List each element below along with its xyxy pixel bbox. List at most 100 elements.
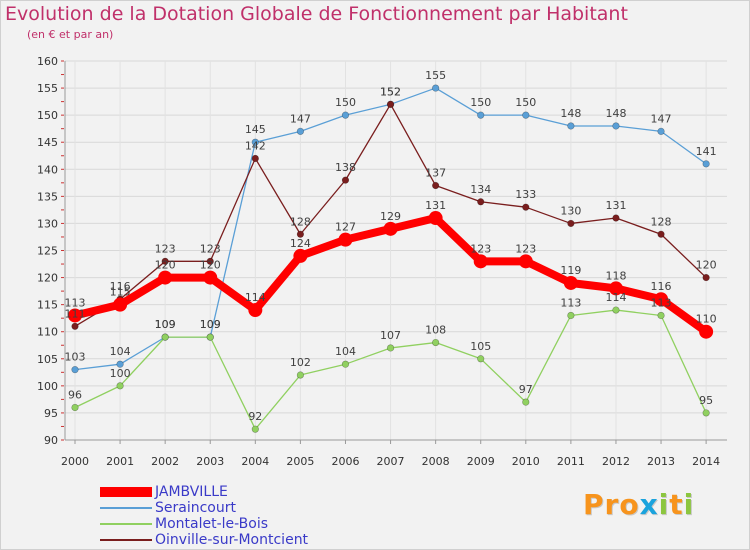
data-point-jambville-2011 xyxy=(563,275,578,290)
y-tick-label-130: 130 xyxy=(37,217,58,230)
data-point-seraincourt-2009 xyxy=(477,111,485,119)
y-tick-label-145: 145 xyxy=(37,136,58,149)
data-point-seraincourt-2013 xyxy=(657,127,665,135)
legend-label-oinville-sur-montcient: Oinville-sur-Montcient xyxy=(155,532,309,548)
x-tick-label-2014: 2014 xyxy=(692,455,720,468)
data-point-montalet-le-bois-2011 xyxy=(567,311,575,320)
x-tick-label-2003: 2003 xyxy=(196,455,224,468)
data-label-seraincourt-2002: 109 xyxy=(155,318,176,331)
data-point-jambville-2010 xyxy=(518,254,533,269)
data-label-seraincourt-2005: 147 xyxy=(290,112,311,125)
data-point-oinville-sur-montcient-2002 xyxy=(161,257,169,265)
data-label-montalet-le-bois-2012: 114 xyxy=(605,291,626,304)
data-point-montalet-le-bois-2000 xyxy=(71,403,79,412)
data-point-seraincourt-2011 xyxy=(567,122,575,130)
data-label-seraincourt-2001: 104 xyxy=(110,345,131,358)
data-label-jambville-2006: 127 xyxy=(335,221,356,234)
y-tick-label-90: 90 xyxy=(44,434,58,447)
data-label-seraincourt-2012: 148 xyxy=(605,107,626,120)
data-label-montalet-le-bois-2007: 107 xyxy=(380,329,401,342)
data-label-oinville-sur-montcient-2011: 130 xyxy=(560,204,581,217)
x-tick-label-2001: 2001 xyxy=(106,455,134,468)
x-tick-label-2012: 2012 xyxy=(602,455,630,468)
data-point-seraincourt-2005 xyxy=(296,127,305,135)
data-label-jambville-2001: 115 xyxy=(110,286,131,299)
data-label-seraincourt-2006: 150 xyxy=(335,96,356,109)
data-point-montalet-le-bois-2009 xyxy=(477,355,485,363)
y-tick-label-150: 150 xyxy=(37,109,58,122)
y-tick-label-155: 155 xyxy=(37,82,58,95)
data-point-montalet-le-bois-2012 xyxy=(612,306,620,314)
data-point-oinville-sur-montcient-2004 xyxy=(251,154,259,163)
data-label-oinville-sur-montcient-2008: 137 xyxy=(425,167,446,180)
data-point-montalet-le-bois-2008 xyxy=(432,338,440,347)
data-label-montalet-le-bois-2003: 109 xyxy=(200,318,221,331)
y-tick-label-135: 135 xyxy=(37,190,58,203)
x-tick-label-2000: 2000 xyxy=(61,455,89,468)
data-label-montalet-le-bois-2000: 96 xyxy=(68,389,82,402)
data-label-jambville-2004: 114 xyxy=(245,291,266,304)
data-label-oinville-sur-montcient-2006: 138 xyxy=(335,161,356,174)
x-tick-label-2004: 2004 xyxy=(241,455,269,468)
legend-label-jambville: JAMBVILLE xyxy=(155,484,228,500)
data-point-jambville-2006 xyxy=(338,232,353,247)
data-point-montalet-le-bois-2007 xyxy=(386,344,395,352)
data-point-jambville-2008 xyxy=(428,211,443,226)
data-point-jambville-2012 xyxy=(608,281,623,296)
data-label-montalet-le-bois-2009: 105 xyxy=(470,340,491,353)
data-point-jambville-2007 xyxy=(383,221,398,236)
y-tick-label-105: 105 xyxy=(37,353,58,366)
data-label-seraincourt-2010: 150 xyxy=(515,96,536,109)
data-label-jambville-2013: 116 xyxy=(651,280,672,293)
data-point-oinville-sur-montcient-2008 xyxy=(432,181,440,190)
data-label-seraincourt-2014: 141 xyxy=(696,145,717,158)
data-point-jambville-2002 xyxy=(158,270,173,285)
data-point-jambville-2013 xyxy=(654,292,669,307)
data-point-oinville-sur-montcient-2006 xyxy=(341,176,350,184)
data-point-jambville-2005 xyxy=(293,248,308,263)
data-label-jambville-2011: 119 xyxy=(560,264,581,277)
data-point-jambville-2014 xyxy=(699,324,714,339)
data-point-oinville-sur-montcient-2005 xyxy=(296,230,305,238)
data-label-jambville-2009: 123 xyxy=(470,242,491,255)
data-point-seraincourt-2006 xyxy=(341,111,350,119)
legend-swatch-seraincourt xyxy=(100,507,152,509)
data-label-jambville-2007: 129 xyxy=(380,210,401,223)
data-point-oinville-sur-montcient-2007 xyxy=(386,100,395,108)
data-point-montalet-le-bois-2006 xyxy=(341,360,350,368)
x-tick-label-2013: 2013 xyxy=(647,455,675,468)
data-point-oinville-sur-montcient-2014 xyxy=(702,273,710,282)
data-point-oinville-sur-montcient-2010 xyxy=(522,203,530,211)
proxiti-logo: Proxiti xyxy=(583,488,695,521)
data-point-montalet-le-bois-2013 xyxy=(657,311,665,320)
data-point-jambville-2009 xyxy=(473,254,488,269)
data-label-seraincourt-2008: 155 xyxy=(425,69,446,82)
data-point-montalet-le-bois-2014 xyxy=(702,409,710,417)
data-point-seraincourt-2014 xyxy=(702,160,710,168)
data-point-seraincourt-2000 xyxy=(71,366,79,374)
data-point-oinville-sur-montcient-2012 xyxy=(612,214,620,222)
chart-subtitle: (en € et par an) xyxy=(27,28,114,41)
x-tick-label-2006: 2006 xyxy=(331,455,359,468)
data-label-montalet-le-bois-2011: 113 xyxy=(560,296,581,309)
data-label-oinville-sur-montcient-2003: 123 xyxy=(200,242,221,255)
data-point-oinville-sur-montcient-2013 xyxy=(657,230,665,238)
data-point-jambville-2003 xyxy=(203,270,218,285)
data-label-oinville-sur-montcient-2014: 120 xyxy=(696,259,717,272)
data-point-oinville-sur-montcient-2009 xyxy=(477,198,485,206)
data-label-oinville-sur-montcient-2012: 131 xyxy=(605,199,626,212)
data-label-oinville-sur-montcient-2013: 128 xyxy=(651,215,672,228)
y-tick-label-120: 120 xyxy=(37,272,58,285)
data-label-montalet-le-bois-2014: 95 xyxy=(699,394,713,407)
x-tick-label-2008: 2008 xyxy=(422,455,450,468)
legend-label-seraincourt: Seraincourt xyxy=(155,500,236,516)
data-label-montalet-le-bois-2013: 113 xyxy=(651,296,672,309)
y-tick-label-140: 140 xyxy=(37,163,58,176)
data-label-seraincourt-2000: 103 xyxy=(65,351,86,364)
y-tick-label-95: 95 xyxy=(44,407,58,420)
y-tick-label-115: 115 xyxy=(37,299,58,312)
data-label-oinville-sur-montcient-2004: 142 xyxy=(245,139,266,152)
chart-title: Evolution de la Dotation Globale de Fonc… xyxy=(5,3,628,25)
data-point-montalet-le-bois-2005 xyxy=(296,371,305,379)
data-label-oinville-sur-montcient-2009: 134 xyxy=(470,183,491,196)
